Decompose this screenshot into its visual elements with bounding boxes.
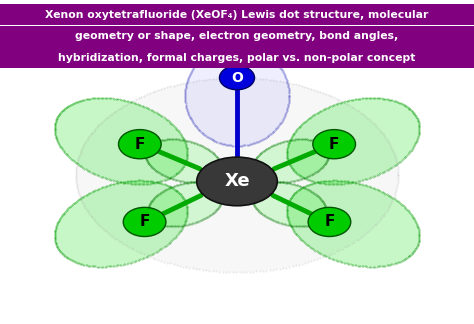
FancyBboxPatch shape xyxy=(0,26,474,47)
Ellipse shape xyxy=(55,180,187,267)
Text: geometry or shape, electron geometry, bond angles,: geometry or shape, electron geometry, bo… xyxy=(75,31,399,41)
Text: Xenon oxytetrafluoride (XeOF₄) Lewis dot structure, molecular: Xenon oxytetrafluoride (XeOF₄) Lewis dot… xyxy=(46,10,428,19)
Ellipse shape xyxy=(185,45,289,146)
Ellipse shape xyxy=(287,98,419,184)
Ellipse shape xyxy=(55,98,187,184)
Text: Xe: Xe xyxy=(224,172,250,191)
Ellipse shape xyxy=(287,180,419,267)
Circle shape xyxy=(308,207,351,237)
Text: F: F xyxy=(135,137,145,152)
FancyBboxPatch shape xyxy=(0,4,474,25)
Ellipse shape xyxy=(197,157,277,206)
Circle shape xyxy=(313,130,356,159)
Ellipse shape xyxy=(252,182,326,226)
FancyBboxPatch shape xyxy=(0,47,474,68)
Ellipse shape xyxy=(148,182,222,226)
Text: F: F xyxy=(329,137,339,152)
Ellipse shape xyxy=(76,78,398,272)
Text: O: O xyxy=(231,71,243,85)
Text: F: F xyxy=(139,214,150,229)
Ellipse shape xyxy=(146,139,221,182)
Circle shape xyxy=(118,130,161,159)
Text: hybridization, formal charges, polar vs. non-polar concept: hybridization, formal charges, polar vs.… xyxy=(58,53,416,63)
Circle shape xyxy=(219,66,255,90)
Text: F: F xyxy=(324,214,335,229)
Ellipse shape xyxy=(253,139,328,182)
Circle shape xyxy=(123,207,166,237)
